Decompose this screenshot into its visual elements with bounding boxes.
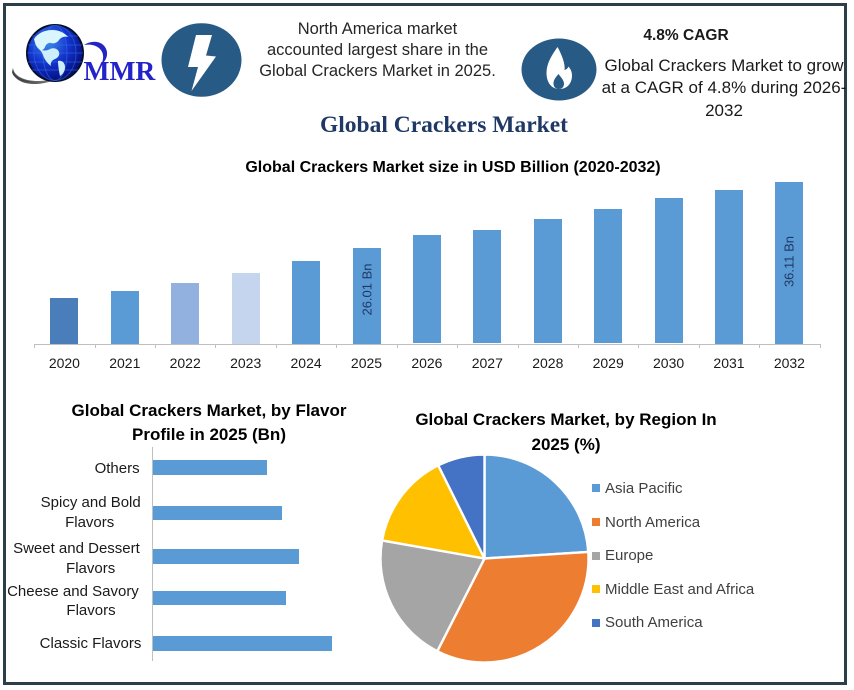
svg-text:MMR: MMR (84, 55, 157, 86)
